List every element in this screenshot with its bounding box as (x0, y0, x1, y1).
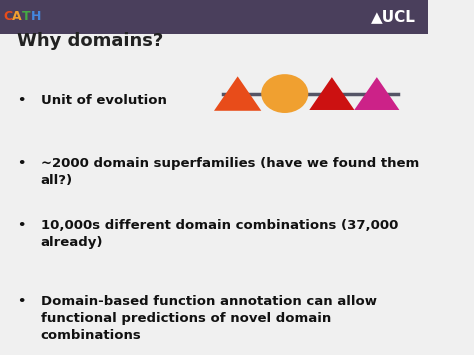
Text: C: C (3, 10, 12, 23)
Text: •: • (17, 94, 26, 106)
FancyBboxPatch shape (0, 0, 428, 33)
Polygon shape (310, 77, 355, 110)
Text: ~2000 domain superfamilies (have we found them
all?): ~2000 domain superfamilies (have we foun… (41, 157, 419, 187)
Text: A: A (12, 10, 22, 23)
Text: •: • (17, 295, 26, 308)
Text: Unit of evolution: Unit of evolution (41, 94, 166, 106)
Circle shape (261, 74, 308, 113)
Text: Why domains?: Why domains? (17, 32, 164, 50)
Text: •: • (17, 219, 26, 232)
Polygon shape (214, 76, 261, 111)
Text: T: T (22, 10, 31, 23)
Text: H: H (31, 10, 41, 23)
Polygon shape (354, 77, 400, 110)
Text: •: • (17, 157, 26, 170)
Text: 10,000s different domain combinations (37,000
already): 10,000s different domain combinations (3… (41, 219, 398, 249)
Text: Domain-based function annotation can allow
functional predictions of novel domai: Domain-based function annotation can all… (41, 295, 377, 342)
Text: ▲UCL: ▲UCL (371, 9, 415, 24)
